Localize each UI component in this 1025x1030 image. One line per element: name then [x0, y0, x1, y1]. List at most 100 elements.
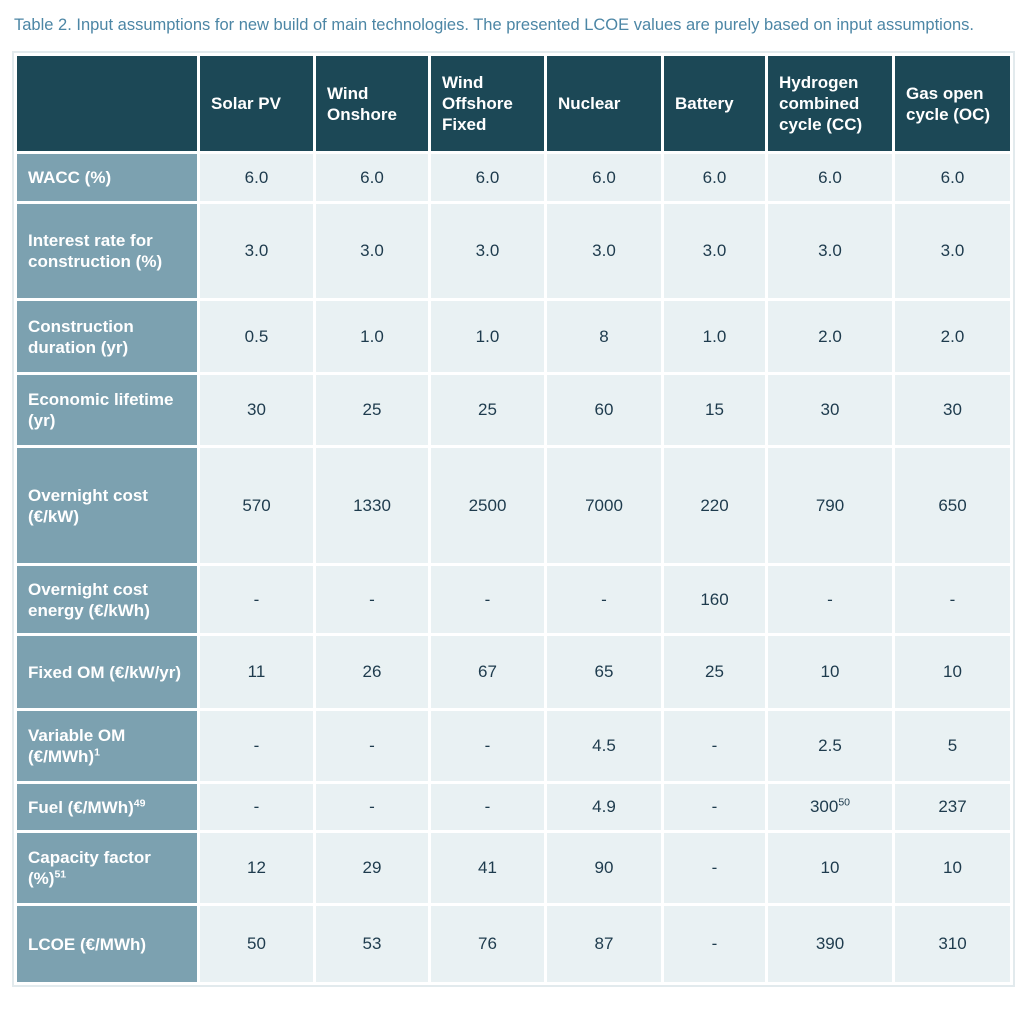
cell: 6.0 [200, 154, 313, 201]
cell: - [200, 566, 313, 633]
cell: - [664, 711, 765, 781]
cell: 5 [895, 711, 1010, 781]
cell: 790 [768, 448, 892, 563]
table-header: Solar PV Wind Onshore Wind Offshore Fixed N… [17, 56, 1010, 151]
cell: 25 [431, 375, 544, 445]
cell: 2.0 [768, 301, 892, 372]
cell: 10 [768, 636, 892, 708]
cell: - [431, 784, 544, 830]
cell: 3.0 [547, 204, 661, 298]
cell: 29 [316, 833, 428, 903]
cell: 7000 [547, 448, 661, 563]
cell: - [895, 566, 1010, 633]
row-header: Overnight cost (€/kW) [17, 448, 197, 563]
table-row: WACC (%) 6.0 6.0 6.0 6.0 6.0 6.0 6.0 [17, 154, 1010, 201]
corner-cell [17, 56, 197, 151]
footnote-superscript: 1 [94, 746, 100, 759]
cell: 570 [200, 448, 313, 563]
cell: - [547, 566, 661, 633]
cell: 0.5 [200, 301, 313, 372]
cell: 76 [431, 906, 544, 982]
cell: 50 [200, 906, 313, 982]
cell: 8 [547, 301, 661, 372]
cell: 6.0 [431, 154, 544, 201]
cell: 65 [547, 636, 661, 708]
cell: 4.5 [547, 711, 661, 781]
cell: 237 [895, 784, 1010, 830]
cell: 90 [547, 833, 661, 903]
column-header: Nuclear [547, 56, 661, 151]
row-header: Economic lifetime (yr) [17, 375, 197, 445]
cell: 30 [200, 375, 313, 445]
cell: 3.0 [768, 204, 892, 298]
row-header: Interest rate for construction (%) [17, 204, 197, 298]
table-row: Fixed OM (€/kW/yr) 11 26 67 65 25 10 10 [17, 636, 1010, 708]
cell: - [316, 566, 428, 633]
cell: - [200, 784, 313, 830]
cell: - [664, 833, 765, 903]
footnote-superscript: 50 [838, 796, 851, 809]
cell: 1330 [316, 448, 428, 563]
row-header: Construction duration (yr) [17, 301, 197, 372]
table-row: Construction duration (yr) 0.5 1.0 1.0 8 1.0 2… [17, 301, 1010, 372]
cell: - [316, 711, 428, 781]
cell: 12 [200, 833, 313, 903]
cell: 3.0 [664, 204, 765, 298]
cell: 2.5 [768, 711, 892, 781]
table-row: Capacity factor (%)51 12 29 41 90-10 10 [17, 833, 1010, 903]
cell: 3.0 [316, 204, 428, 298]
table-row: Economic lifetime (yr) 30 25 25 60 15 30 30 [17, 375, 1010, 445]
cell: 87 [547, 906, 661, 982]
cell: - [664, 906, 765, 982]
column-header: Wind Offshore Fixed [431, 56, 544, 151]
cell: 10 [895, 636, 1010, 708]
cell: 1.0 [431, 301, 544, 372]
cell: 310 [895, 906, 1010, 982]
cell: 4.9 [547, 784, 661, 830]
cell: 1.0 [664, 301, 765, 372]
cell: 2500 [431, 448, 544, 563]
cell: 30 [895, 375, 1010, 445]
cell: - [431, 711, 544, 781]
cell: 2.0 [895, 301, 1010, 372]
table-row: Interest rate for construction (%) 3.0 3.0… [17, 204, 1010, 298]
row-header: Variable OM (€/MWh)1 [17, 711, 197, 781]
cell: 25 [664, 636, 765, 708]
cell: 11 [200, 636, 313, 708]
cell: 220 [664, 448, 765, 563]
row-header: Capacity factor (%)51 [17, 833, 197, 903]
cell: 10 [895, 833, 1010, 903]
cell: - [316, 784, 428, 830]
cell: 1.0 [316, 301, 428, 372]
cell: 30050 [768, 784, 892, 830]
header-row: Solar PV Wind Onshore Wind Offshore Fixed N… [17, 56, 1010, 151]
row-header: Fuel (€/MWh)49 [17, 784, 197, 830]
cell: 3.0 [895, 204, 1010, 298]
column-header: Solar PV [200, 56, 313, 151]
cell: 6.0 [316, 154, 428, 201]
row-header: Overnight cost energy (€/kWh) [17, 566, 197, 633]
table-row: LCOE (€/MWh) 50 53 76 87-390 310 [17, 906, 1010, 982]
table-row: Fuel (€/MWh)49- - -4.9-30050 237 [17, 784, 1010, 830]
column-header: Gas open cycle (OC) [895, 56, 1010, 151]
footnote-superscript: 51 [54, 868, 67, 881]
cell: 3.0 [431, 204, 544, 298]
cell: - [431, 566, 544, 633]
table-row: Variable OM (€/MWh)1- - -4.5-2.5 5 [17, 711, 1010, 781]
cell: 6.0 [547, 154, 661, 201]
cell: 10 [768, 833, 892, 903]
row-header: WACC (%) [17, 154, 197, 201]
cell: 25 [316, 375, 428, 445]
cell: 160 [664, 566, 765, 633]
cell: 15 [664, 375, 765, 445]
table-row: Overnight cost energy (€/kWh) - - - -160- - [17, 566, 1010, 633]
cell: 6.0 [768, 154, 892, 201]
cell: 30 [768, 375, 892, 445]
row-header: LCOE (€/MWh) [17, 906, 197, 982]
row-header: Fixed OM (€/kW/yr) [17, 636, 197, 708]
table-caption: Table 2. Input assumptions for new build… [14, 16, 975, 34]
input-assumptions-table: Solar PV Wind Onshore Wind Offshore Fixed N… [12, 51, 1015, 987]
column-header: Battery [664, 56, 765, 151]
cell: 67 [431, 636, 544, 708]
cell: - [664, 784, 765, 830]
